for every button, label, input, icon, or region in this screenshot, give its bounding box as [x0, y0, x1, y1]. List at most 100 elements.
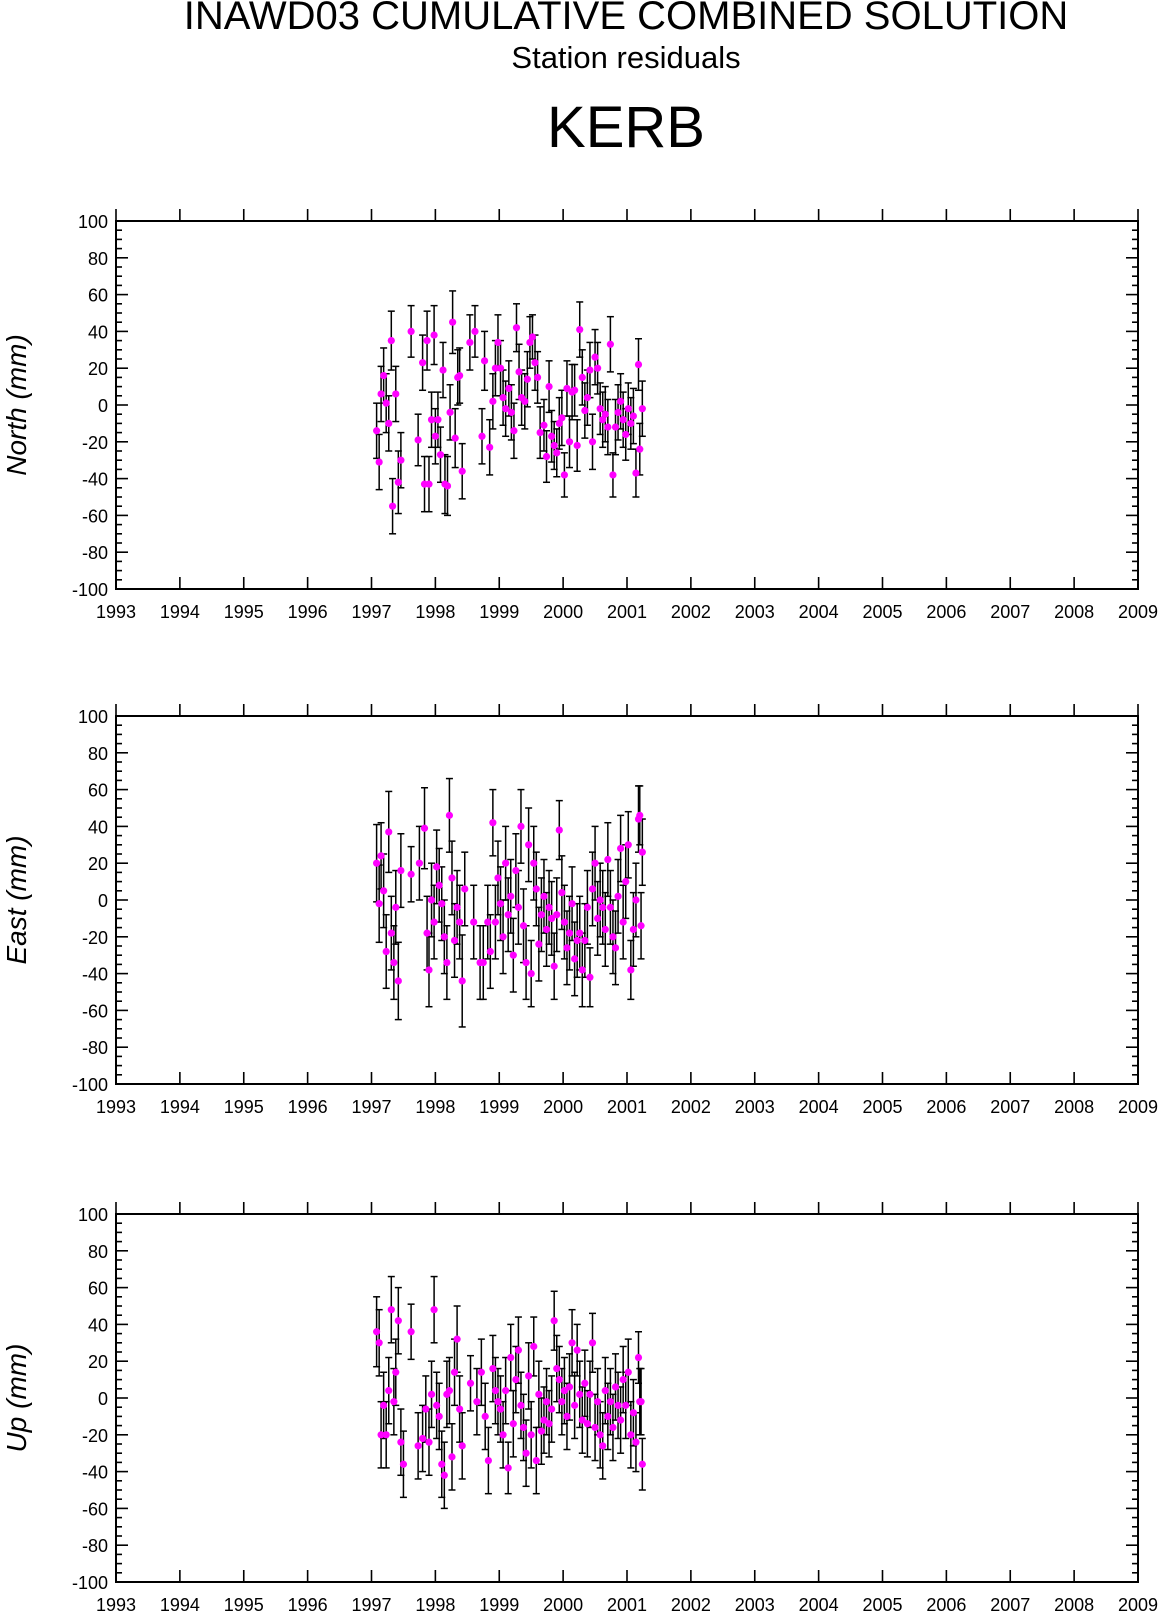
- x-tick-label: 1993: [96, 1097, 136, 1117]
- data-point: [611, 1383, 620, 1391]
- data-point: [387, 1306, 395, 1314]
- data-point: [573, 936, 581, 945]
- data-point: [407, 1328, 415, 1336]
- data-point: [512, 1376, 520, 1384]
- data-point: [451, 434, 459, 442]
- data-point: [473, 1398, 481, 1406]
- x-tick-label: 2008: [1054, 1097, 1094, 1117]
- data-point: [519, 922, 528, 930]
- data-point: [489, 819, 497, 827]
- data-point: [542, 1398, 551, 1406]
- data-point: [545, 903, 553, 911]
- x-tick-label: 2005: [862, 1097, 902, 1117]
- data-point: [522, 1449, 530, 1457]
- x-tick-label: 2007: [990, 1097, 1030, 1117]
- y-tick-label: -20: [82, 928, 108, 948]
- data-point: [565, 929, 574, 937]
- data-point: [397, 1438, 405, 1446]
- data-point: [606, 903, 614, 911]
- data-point: [478, 432, 486, 440]
- data-point: [629, 925, 637, 934]
- x-tick-label: 2003: [735, 1097, 775, 1117]
- data-point: [599, 1442, 607, 1450]
- data-point: [550, 962, 558, 970]
- data-point: [431, 432, 439, 440]
- data-point: [629, 412, 637, 420]
- data-point: [545, 1420, 553, 1428]
- data-point: [622, 878, 630, 886]
- x-tick-label: 1998: [415, 1595, 455, 1615]
- data-point: [632, 896, 640, 904]
- data-point: [387, 337, 395, 345]
- data-point: [617, 844, 625, 853]
- error-bars: [373, 777, 646, 1028]
- panel-north: -100 -80 -60 -40 -20 0 20 40 60 80 100 1993 1994 1995…: [1, 209, 1158, 622]
- data-point: [624, 405, 632, 413]
- y-axis-label: East (mm): [1, 835, 32, 964]
- y-tick-label: 80: [88, 744, 108, 764]
- x-tick-label: 2002: [671, 1595, 711, 1615]
- data-point: [563, 384, 571, 393]
- data-point: [427, 896, 436, 904]
- x-tick-label: 1994: [160, 602, 200, 622]
- data-point: [443, 482, 452, 490]
- data-point: [591, 859, 599, 867]
- data-point: [545, 383, 553, 391]
- x-tick-label: 2005: [862, 602, 902, 622]
- data-point: [494, 1398, 502, 1406]
- data-point: [377, 390, 385, 398]
- data-point: [606, 340, 614, 348]
- y-tick-label: -40: [82, 470, 108, 490]
- data-point: [555, 419, 563, 427]
- data-point: [458, 1442, 466, 1450]
- x-tick-label: 2001: [607, 1097, 647, 1117]
- y-tick-label: -40: [82, 1463, 108, 1483]
- data-point: [446, 408, 454, 416]
- data-point: [449, 318, 457, 326]
- data-point: [392, 903, 400, 911]
- chart-title: INAWD03 CUMULATIVE COMBINED SOLUTION: [183, 0, 1069, 38]
- data-point: [445, 1387, 454, 1395]
- data-point: [434, 416, 442, 424]
- data-point: [458, 467, 466, 475]
- x-tick-label: 2004: [799, 1097, 839, 1117]
- x-tick-label: 2009: [1118, 1097, 1158, 1117]
- data-point: [578, 1416, 586, 1424]
- data-point: [576, 1390, 584, 1398]
- data-point: [571, 1401, 579, 1409]
- data-point: [433, 1401, 441, 1409]
- data-point: [466, 1379, 475, 1387]
- data-point: [466, 338, 474, 347]
- data-point: [540, 1416, 548, 1424]
- data-point: [477, 1368, 485, 1376]
- data-point: [624, 841, 632, 849]
- x-tick-label: 1999: [479, 602, 519, 622]
- y-tick-label: 100: [78, 212, 108, 232]
- x-tick-label: 2002: [671, 1097, 711, 1117]
- data-point: [553, 1364, 561, 1373]
- data-point: [388, 502, 397, 510]
- data-point: [425, 966, 433, 974]
- data-points: [373, 1306, 646, 1479]
- data-point: [596, 405, 604, 413]
- data-point: [456, 1405, 464, 1413]
- x-tick-label: 1993: [96, 1595, 136, 1615]
- data-point: [619, 918, 627, 926]
- data-point: [419, 359, 427, 367]
- data-point: [419, 1434, 427, 1443]
- data-point: [576, 929, 584, 937]
- data-point: [507, 1353, 515, 1362]
- data-point: [440, 933, 448, 941]
- data-point: [427, 416, 436, 424]
- data-point: [499, 1431, 507, 1439]
- data-point: [443, 958, 451, 967]
- data-point: [438, 900, 446, 908]
- data-point: [617, 397, 625, 405]
- data-point: [481, 1412, 489, 1420]
- data-point: [638, 848, 646, 856]
- data-point: [568, 900, 576, 908]
- data-point: [517, 822, 525, 831]
- data-point: [614, 892, 622, 900]
- data-point: [609, 1423, 617, 1432]
- x-tick-label: 2006: [926, 1595, 966, 1615]
